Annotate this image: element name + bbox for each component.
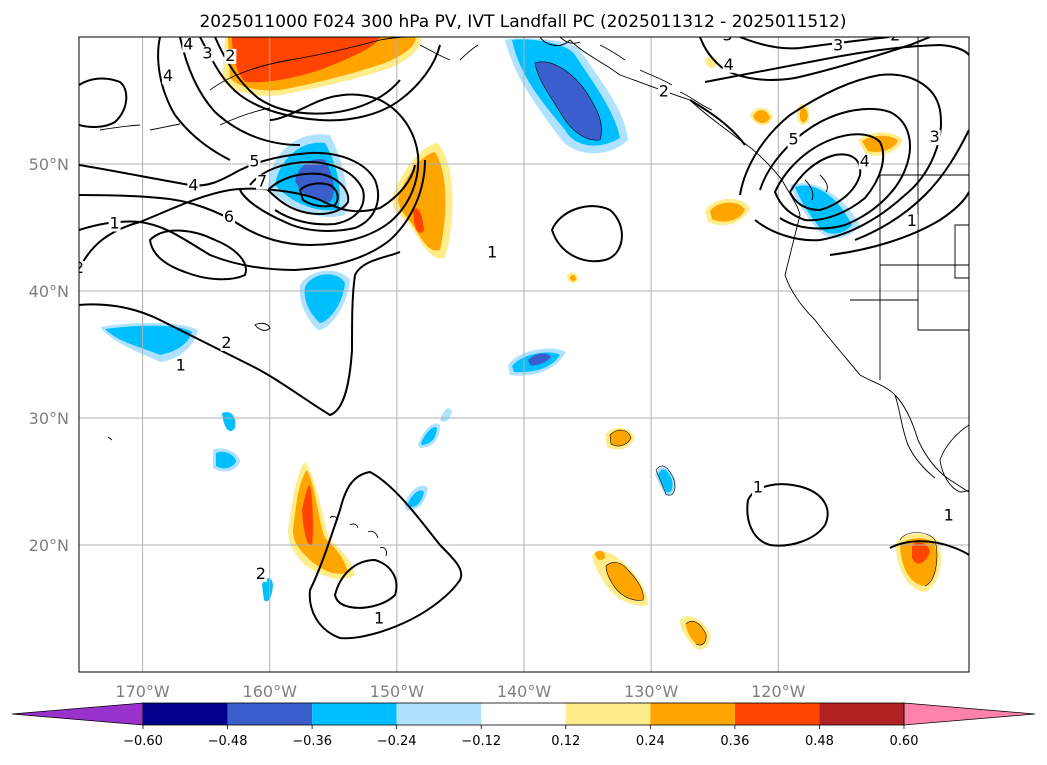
colorbar-tick-label: −0.24	[377, 734, 417, 749]
contour-label-bg	[832, 38, 845, 54]
ivt-outlines	[534, 61, 938, 646]
lon-tick-label: 150°W	[370, 682, 425, 701]
colorbar-segment	[396, 703, 482, 725]
colorbar-tick-label: −0.60	[123, 734, 163, 749]
lon-tick-label: 160°W	[243, 682, 298, 701]
lat-tick-label: 40°N	[29, 282, 69, 301]
contour-label-bg	[108, 216, 121, 232]
contour-label-bg	[254, 567, 267, 583]
contour-label: 1	[176, 356, 186, 375]
lat-tick-label: 20°N	[29, 536, 69, 555]
lon-tick-label: 130°W	[624, 682, 679, 701]
colorbar-tick-label: −0.12	[461, 734, 501, 749]
colorbar: −0.60 −0.48 −0.36 −0.24 −0.12 0.12 0.24 0.36 0.4…	[11, 702, 1036, 749]
coastlines	[99, 37, 969, 557]
contour-label-bg	[787, 132, 800, 148]
contour-label: 3	[202, 43, 212, 62]
contour-label-bg	[928, 130, 941, 146]
contour-label: 3	[722, 26, 732, 45]
lat-tick-label: 30°N	[29, 409, 69, 428]
contour-label: 2	[890, 26, 900, 45]
colorbar-extend-min	[11, 702, 144, 726]
lon-tick-label: 140°W	[497, 682, 552, 701]
contour-label-bg	[201, 46, 214, 62]
contour-label: 2	[221, 333, 231, 352]
colorbar-extend-max	[903, 702, 1036, 726]
contour-label: 1	[907, 211, 917, 230]
contour-label: 3	[930, 127, 940, 146]
figure-title: 2025011000 F024 300 hPa PV, IVT Landfall…	[199, 12, 846, 32]
contour-label-bg	[486, 245, 499, 261]
contour-label: 1	[487, 243, 497, 262]
contour-label-bg	[751, 480, 764, 496]
colorbar-segment	[227, 703, 313, 725]
contour-label: 1	[944, 506, 954, 525]
contour-label-bg	[223, 210, 236, 226]
contour-label-bg	[224, 48, 237, 64]
colorbar-frame	[142, 702, 905, 726]
contour-label-bg	[162, 69, 174, 85]
colorbar-tick-label: 0.36	[720, 734, 749, 749]
contour-label-bg	[182, 37, 195, 53]
contour-label-bg	[79, 260, 85, 276]
colorbar-tick-label: 0.48	[805, 734, 834, 749]
contour-label: 3	[833, 36, 843, 55]
colorbar-segment	[650, 703, 735, 725]
colorbar-segment	[565, 703, 651, 725]
contour-label: 7	[257, 172, 267, 191]
contour-label-bg	[248, 154, 261, 170]
lon-tick-label: 170°W	[115, 682, 170, 701]
contour-label-bg	[722, 57, 735, 73]
colorbar-segment	[143, 703, 228, 725]
colorbar-tick-label: −0.36	[292, 734, 332, 749]
colorbar-segment	[819, 703, 904, 725]
contour-label: 2	[256, 564, 266, 583]
colorbar-tick-label: −0.48	[208, 734, 248, 749]
longitude-tick-labels: 170°W 160°W 150°W 140°W 130°W 120°W	[115, 682, 805, 701]
colorbar-tick-label: 0.60	[890, 734, 919, 749]
latitude-tick-labels: 20°N 30°N 40°N 50°N	[29, 155, 69, 555]
contour-label-bg	[858, 154, 871, 170]
contour-label-bg	[889, 37, 902, 44]
contour-label: 2	[225, 46, 235, 65]
contour-label-bg	[657, 84, 670, 100]
colorbar-segment	[734, 703, 820, 725]
contour-label: 6	[224, 207, 234, 226]
contour-label-bg	[220, 335, 233, 351]
contour-label: 4	[183, 34, 193, 53]
map-frame	[78, 36, 970, 673]
contour-label: 2	[659, 81, 669, 100]
contour-label-bg	[905, 213, 918, 229]
lat-tick-label: 50°N	[29, 155, 69, 174]
contour-label-bg	[721, 37, 734, 44]
contour-label-bg	[187, 178, 200, 194]
contour-label: 4	[860, 151, 870, 170]
contour-label: 4	[163, 66, 173, 85]
contour-label: 5	[788, 130, 798, 149]
pv-contours	[79, 37, 969, 640]
contour-label: 1	[110, 214, 120, 233]
contour-label-bg	[174, 358, 187, 374]
contour-label-bg	[942, 508, 955, 524]
colorbar-segment	[312, 703, 397, 725]
colorbar-segment	[481, 703, 566, 725]
contour-label: 5	[249, 151, 259, 170]
contour-label-bg	[373, 611, 386, 627]
contour-label: 2	[74, 258, 84, 277]
contour-label: 1	[753, 478, 763, 497]
lon-tick-label: 120°W	[751, 682, 806, 701]
contour-label-bg	[256, 174, 269, 190]
colorbar-tick-label: 0.24	[636, 734, 665, 749]
contour-label: 4	[188, 175, 198, 194]
contour-label: 1	[374, 608, 384, 627]
gridlines	[79, 37, 969, 672]
contour-label: 4	[724, 55, 734, 74]
colorbar-tick-label: 0.12	[551, 734, 580, 749]
